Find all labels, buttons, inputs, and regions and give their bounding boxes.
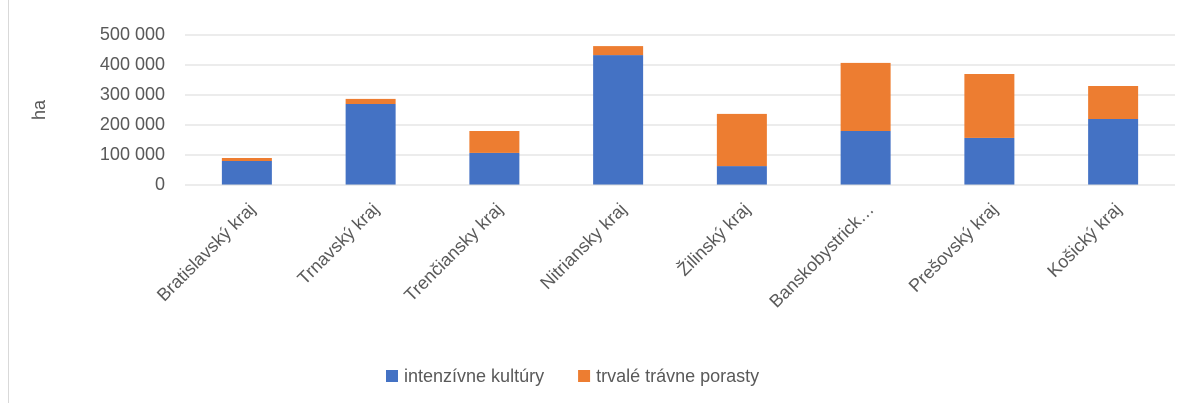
y-tick-label: 400 000 (100, 54, 165, 74)
bar-segment (593, 55, 644, 185)
bar-segment (469, 152, 520, 185)
bar-segment (221, 161, 272, 185)
bar-segment (345, 98, 396, 104)
bar-segment (345, 104, 396, 185)
x-tick-label: Nitriansky kraj (536, 199, 630, 293)
legend-label: trvalé trávne porasty (596, 366, 759, 386)
y-tick-label: 300 000 (100, 84, 165, 104)
x-tick-label: Trenčiansky kraj (400, 199, 506, 305)
legend-label: intenzívne kultúry (404, 366, 544, 386)
bar-segment (593, 46, 644, 56)
bar-segment (716, 113, 767, 167)
y-tick-label: 500 000 (100, 24, 165, 44)
y-tick-label: 200 000 (100, 114, 165, 134)
bar-segment (469, 131, 520, 153)
x-tick-label: Prešovský kraj (905, 199, 1002, 296)
legend-swatch (578, 370, 591, 382)
bar-segment (840, 131, 891, 185)
x-tick-label: Žilinský kraj (673, 199, 754, 280)
bar-segment (964, 137, 1015, 185)
bar-segment (1088, 86, 1139, 119)
x-tick-label: Banskobystrick… (765, 199, 877, 311)
legend-swatch (386, 370, 398, 382)
bar-segment (1088, 119, 1139, 185)
y-tick-label: 0 (155, 174, 165, 194)
x-tick-label: Trnavský kraj (293, 199, 382, 288)
y-axis-title: ha (29, 99, 49, 120)
y-tick-label: 100 000 (100, 144, 165, 164)
bar-segment (716, 166, 767, 185)
bar-segment (221, 158, 272, 161)
bar-segment (964, 74, 1015, 138)
bar-segment (840, 62, 891, 131)
x-tick-label: Košický kraj (1043, 199, 1125, 281)
x-tick-label: Bratislavský kraj (153, 199, 259, 305)
chart-border (8, 0, 9, 403)
